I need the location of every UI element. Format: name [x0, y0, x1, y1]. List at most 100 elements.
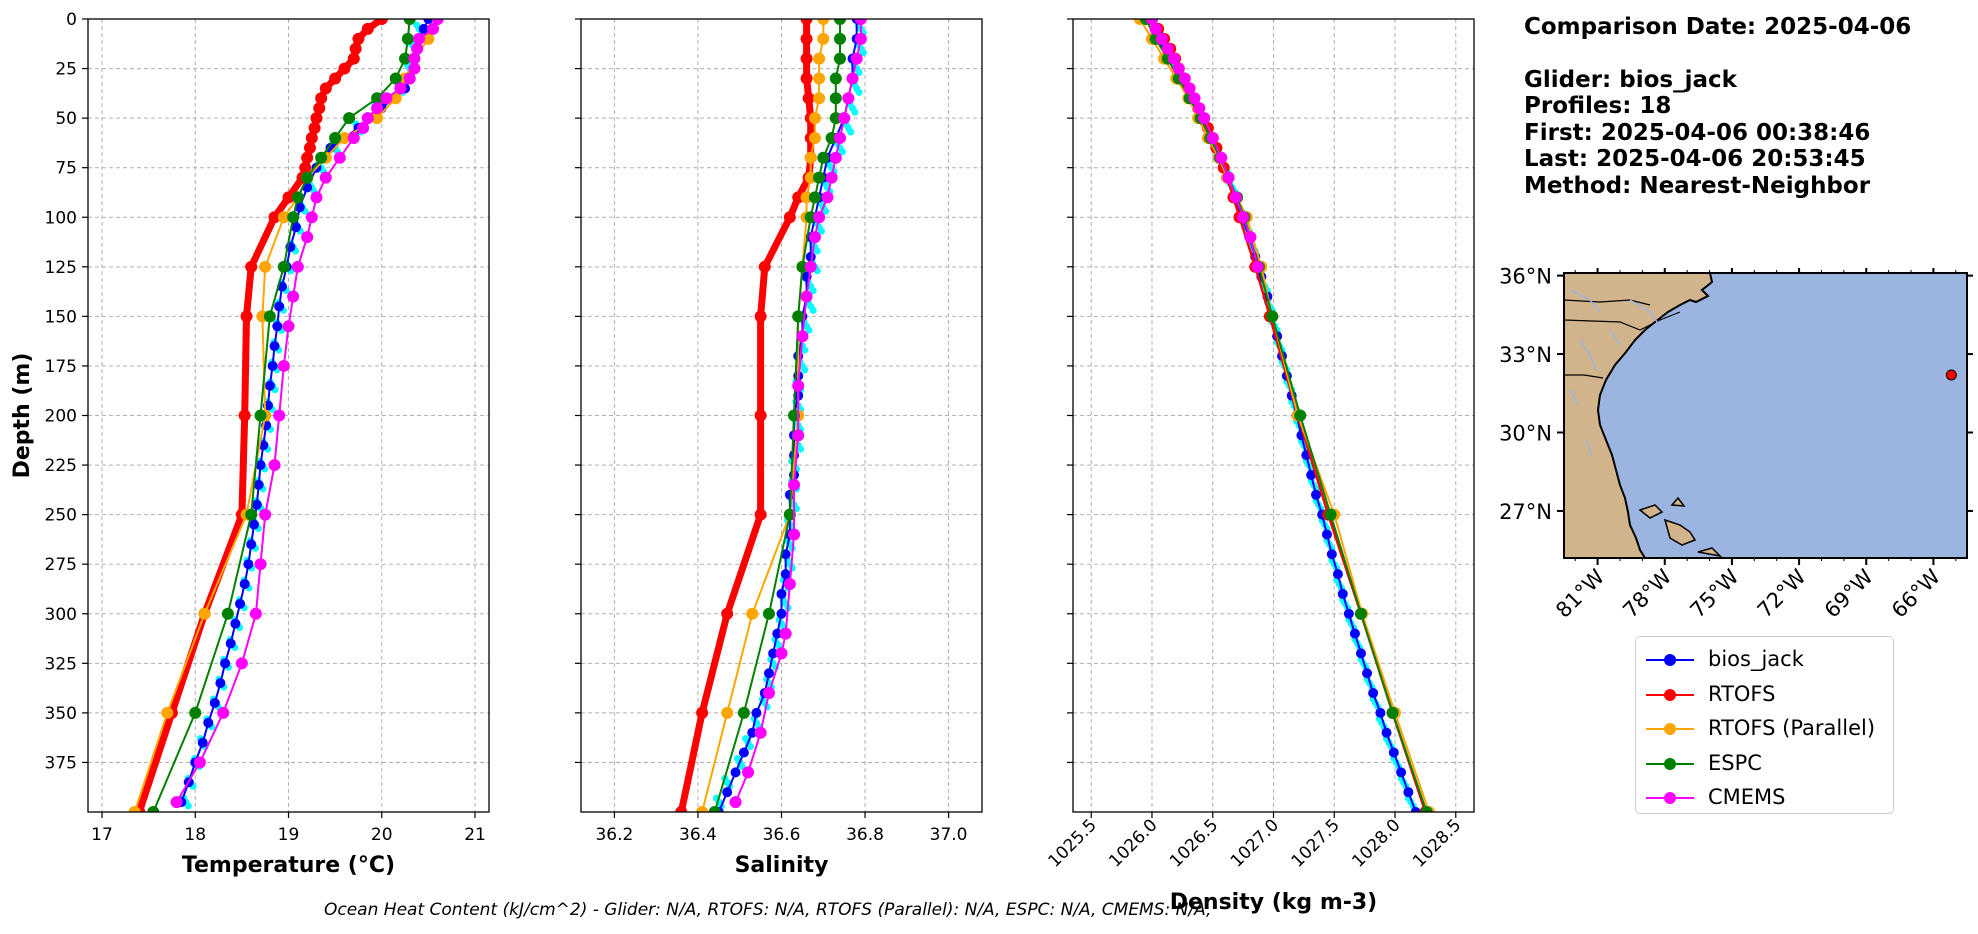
series-marker-RTOFS (Parallel) [800, 191, 813, 204]
legend-label: ESPC [1708, 750, 1762, 775]
legend-label: CMEMS [1708, 785, 1786, 809]
series-marker-CMEMS [1215, 151, 1228, 164]
x-tick-label: 1026.0 [1105, 815, 1161, 871]
map-islands [1638, 496, 1723, 558]
series-marker-CMEMS [1229, 191, 1242, 204]
series-marker-CMEMS [408, 52, 421, 65]
series-marker-ESPC [833, 52, 846, 65]
map-lat-label: 36°N [1499, 265, 1552, 289]
y-tick-label: 275 [45, 555, 77, 575]
salinity-panel: 36.2 36.4 36.6 36.8 37.0 Salinity [575, 18, 983, 878]
series-marker-bios_jack [1375, 707, 1386, 718]
series-marker-CMEMS [254, 558, 267, 571]
series-marker-CMEMS [813, 211, 826, 224]
glider-profile-point [809, 306, 817, 314]
x-tick-label: 17 [91, 825, 113, 845]
series-marker-RTOFS (Parallel) [161, 706, 174, 719]
series-marker-ESPC [221, 607, 234, 620]
x-tick-label: 36.4 [679, 825, 717, 845]
series-marker-bios_jack [1362, 668, 1373, 679]
series-marker-bios_jack [267, 360, 278, 371]
series-marker-CMEMS [408, 62, 421, 75]
x-axis-label: Salinity [735, 853, 829, 878]
series-marker-RTOFS [352, 32, 365, 45]
glider-profile-point [801, 366, 809, 374]
series-marker-ESPC [829, 112, 842, 125]
series-marker-ESPC [1324, 508, 1337, 521]
series-marker-ESPC [783, 508, 796, 521]
map-lon-label: 66°W [1887, 564, 1945, 622]
series-marker-RTOFS [754, 508, 767, 521]
map-lon-label: 81°W [1551, 564, 1609, 622]
series-marker-RTOFS [675, 806, 688, 812]
series-marker-CMEMS [361, 112, 374, 125]
series-marker-RTOFS (Parallel) [371, 112, 384, 125]
series-marker-CMEMS [333, 151, 346, 164]
legend-label: RTOFS [1708, 681, 1776, 706]
series-marker-RTOFS (Parallel) [198, 607, 211, 620]
series-marker-CMEMS [796, 330, 809, 343]
series-marker-RTOFS [268, 211, 281, 224]
map-lat-label: 30°N [1499, 421, 1552, 445]
series-marker-bios_jack [763, 668, 774, 679]
x-tick-label: 18 [184, 825, 206, 845]
series-marker-CMEMS [268, 459, 281, 472]
series-marker-ESPC [277, 260, 290, 273]
series-marker-CMEMS [833, 131, 846, 144]
series-marker-RTOFS [329, 72, 342, 85]
series-marker-CMEMS [854, 19, 867, 25]
series-marker-RTOFS [361, 22, 374, 35]
series-marker-RTOFS [758, 260, 771, 273]
series-marker-ESPC [287, 211, 300, 224]
x-tick-label: 36.2 [595, 825, 633, 845]
series-marker-bios_jack [772, 628, 783, 639]
series-marker-CMEMS [380, 92, 393, 105]
series-marker-RTOFS [800, 52, 813, 65]
map-land [1563, 272, 1714, 559]
legend-swatch [1646, 688, 1694, 701]
series-marker-RTOFS [802, 92, 815, 105]
glider-profile-point [859, 49, 867, 57]
series-marker-ESPC [389, 72, 402, 85]
series-marker-CMEMS [259, 508, 272, 521]
glider-name: Glider: bios_jack [1524, 66, 1737, 93]
legend-item: RTOFS (Parallel) [1636, 712, 1893, 746]
series-marker-RTOFS [238, 409, 251, 422]
series-marker-CMEMS [850, 52, 863, 65]
series-marker-CMEMS [792, 379, 805, 392]
series-marker-bios_jack [246, 539, 257, 550]
series-marker-RTOFS [800, 19, 813, 25]
legend-item: CMEMS [1636, 781, 1893, 815]
x-tick-label: 37.0 [930, 825, 968, 845]
series-marker-ESPC [1294, 409, 1307, 422]
glider-profile-point [801, 346, 809, 354]
series-marker-bios_jack [197, 737, 208, 748]
series-marker-RTOFS [721, 607, 734, 620]
series-marker-bios_jack [780, 569, 791, 580]
series-marker-CMEMS [347, 131, 360, 144]
series-marker-RTOFS (Parallel) [259, 260, 272, 273]
series-marker-RTOFS [800, 32, 813, 45]
y-tick-label: 375 [45, 753, 77, 773]
series-marker-CMEMS [291, 260, 304, 273]
method: Method: Nearest-Neighbor [1524, 172, 1871, 199]
series-marker-CMEMS [1172, 62, 1185, 75]
series-marker-bios_jack [1388, 747, 1399, 758]
legend-swatch-marker [1664, 792, 1676, 804]
series-marker-ESPC [315, 151, 328, 164]
series-marker-CMEMS [1149, 22, 1162, 35]
series-marker-CMEMS [1198, 112, 1211, 125]
map-lon-label: 75°W [1685, 564, 1743, 622]
series-marker-ESPC [708, 806, 721, 812]
series-marker-bios_jack [1403, 787, 1414, 798]
series-marker-CMEMS [788, 528, 801, 541]
series-marker-bios_jack [274, 301, 285, 312]
series-marker-RTOFS [305, 131, 318, 144]
series-marker-CMEMS [403, 72, 416, 85]
series-marker-CMEMS [170, 796, 183, 809]
series-marker-bios_jack [776, 608, 787, 619]
series-marker-RTOFS [754, 409, 767, 422]
series-marker-bios_jack [225, 638, 236, 649]
series-marker-RTOFS [282, 191, 295, 204]
series-marker-RTOFS (Parallel) [817, 19, 830, 25]
